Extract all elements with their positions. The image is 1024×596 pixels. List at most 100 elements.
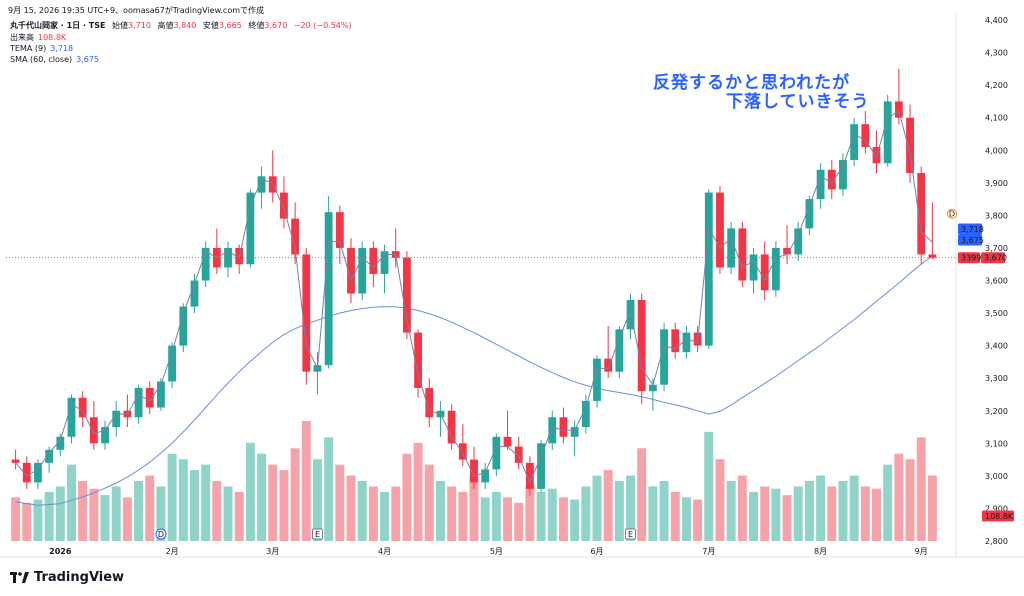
candle-body[interactable] [615, 329, 624, 372]
candle-body[interactable] [190, 280, 199, 307]
candle-body[interactable] [347, 247, 355, 294]
tradingview-logo[interactable]: TradingView [10, 570, 124, 585]
candle-body[interactable] [850, 124, 859, 161]
price-tick-label: 4,100 [985, 114, 1008, 123]
candle-body[interactable] [335, 212, 344, 248]
candle-body[interactable] [716, 192, 724, 268]
tema-line[interactable] [15, 110, 933, 484]
candle-body[interactable] [827, 169, 836, 190]
candle-body[interactable] [581, 400, 590, 428]
candle-body[interactable] [89, 417, 98, 444]
candle-body[interactable] [682, 332, 691, 353]
candle-body[interactable] [727, 228, 736, 268]
candle-body[interactable] [537, 443, 545, 489]
candle-body[interactable] [302, 254, 311, 372]
candle-body[interactable] [369, 247, 378, 274]
candle-body[interactable] [280, 192, 288, 219]
candle-body[interactable] [794, 228, 803, 255]
candle-body[interactable] [112, 410, 121, 428]
candle-body[interactable] [22, 462, 31, 483]
candle-body[interactable] [246, 192, 255, 265]
candle-body[interactable] [34, 462, 42, 483]
sma-line[interactable] [15, 255, 933, 506]
candle-body[interactable] [917, 173, 926, 255]
volume-bar [234, 491, 244, 541]
candle-body[interactable] [883, 101, 892, 164]
volume-bar [44, 491, 54, 541]
candle-body[interactable] [291, 218, 300, 255]
candle-body[interactable] [56, 436, 65, 450]
candle-body[interactable] [458, 443, 467, 460]
candle-body[interactable] [525, 462, 534, 489]
candle-body[interactable] [660, 329, 668, 385]
candle-body[interactable] [11, 459, 20, 463]
earnings-marker[interactable] [625, 528, 637, 540]
close-price-tag: 3,670 [984, 254, 1007, 263]
candle-body[interactable] [414, 332, 423, 388]
candle-body[interactable] [570, 427, 579, 437]
candle-body[interactable] [894, 101, 903, 118]
candle-body[interactable] [380, 251, 389, 274]
candle-body[interactable] [861, 124, 870, 147]
candle-body[interactable] [626, 300, 635, 330]
candle-body[interactable] [403, 257, 411, 333]
earnings-marker[interactable] [311, 528, 323, 540]
candle-body[interactable] [604, 358, 613, 372]
candle-body[interactable] [760, 254, 769, 291]
candle-body[interactable] [78, 397, 87, 418]
candle-body[interactable] [425, 387, 434, 418]
candle-body[interactable] [593, 358, 601, 401]
volume-bar [860, 486, 870, 541]
candle-body[interactable] [101, 427, 109, 444]
candle-body[interactable] [839, 160, 847, 190]
candle-body[interactable] [470, 459, 478, 483]
candle-body[interactable] [637, 300, 646, 392]
candle-body[interactable] [771, 247, 780, 291]
candle-body[interactable] [481, 469, 490, 483]
candle-body[interactable] [704, 192, 713, 346]
candle-body[interactable] [492, 436, 501, 470]
candle-body[interactable] [324, 212, 333, 366]
candle-body[interactable] [548, 417, 557, 444]
candle-body[interactable] [224, 247, 232, 268]
candle-body[interactable] [749, 254, 758, 281]
price-tick-label: 3,600 [985, 277, 1008, 286]
candle-body[interactable] [134, 387, 143, 418]
price-tick-label: 2,900 [985, 504, 1008, 513]
legend-tema[interactable]: TEMA (9) 3,718 [10, 44, 73, 54]
candle-body[interactable] [67, 397, 76, 437]
candle-body[interactable] [145, 387, 154, 408]
time-tick-label: 6月 [590, 547, 603, 556]
volume-bar [771, 488, 781, 541]
candle-body[interactable] [805, 199, 814, 229]
volume-bar [838, 481, 848, 541]
annotation-line-1[interactable]: 反発するかと思われたが [653, 73, 851, 93]
legend-volume[interactable]: 出来高 108.8K [10, 33, 66, 43]
candle-body[interactable] [503, 436, 512, 447]
candle-body[interactable] [816, 169, 825, 200]
candle-body[interactable] [201, 247, 210, 281]
event-marker-label: D [158, 530, 164, 539]
candle-body[interactable] [559, 417, 568, 437]
candle-body[interactable] [179, 306, 188, 346]
dividend-marker[interactable] [155, 528, 167, 540]
candle-body[interactable] [447, 410, 456, 444]
candle-body[interactable] [268, 176, 277, 193]
candle-body[interactable] [738, 228, 747, 281]
dividend-marker[interactable] [947, 208, 957, 219]
candle-body[interactable] [648, 384, 657, 392]
candle-body[interactable] [514, 446, 523, 463]
candle-body[interactable] [358, 247, 367, 294]
candle-body[interactable] [783, 247, 791, 255]
event-marker-label: D [949, 210, 955, 219]
legend-sma[interactable]: SMA (60, close) 3,675 [10, 55, 99, 65]
candle-body[interactable] [168, 345, 177, 382]
candle-body[interactable] [671, 329, 680, 353]
annotation-line-2[interactable]: 下落していきそう [726, 92, 870, 112]
candle-body[interactable] [257, 176, 266, 193]
candle-body[interactable] [906, 117, 914, 174]
candle-body[interactable] [157, 381, 165, 408]
candle-body[interactable] [928, 254, 937, 258]
candle-body[interactable] [45, 449, 54, 463]
